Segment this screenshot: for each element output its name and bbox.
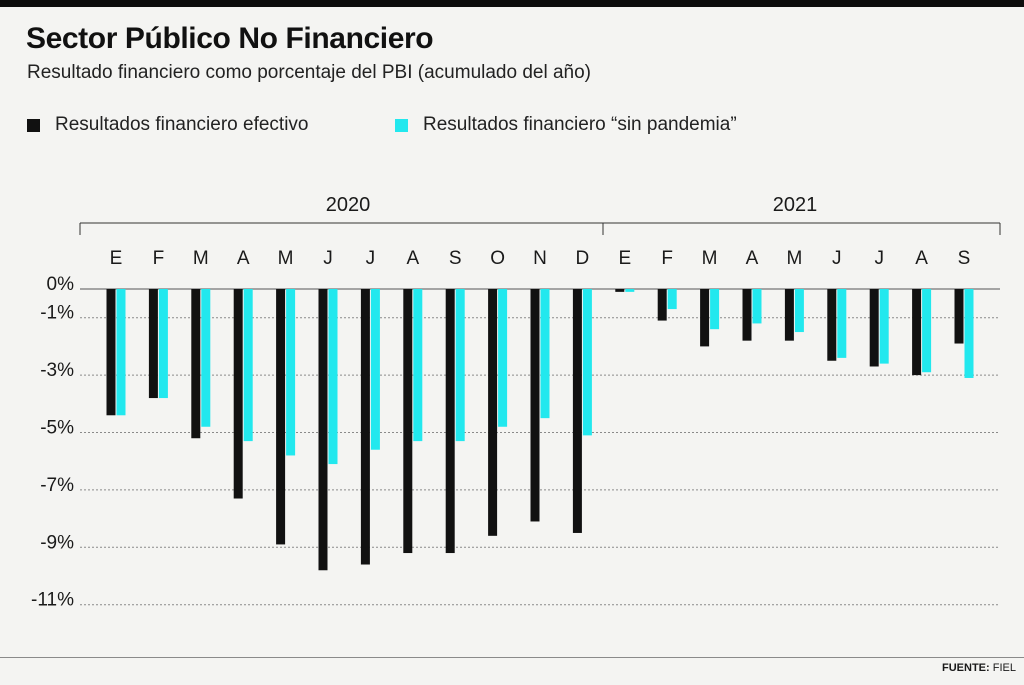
bar-sin-pandemia: [370, 289, 380, 450]
bar-sin-pandemia: [286, 289, 296, 456]
bar-sin-pandemia: [710, 289, 720, 330]
bar-efectivo: [318, 289, 328, 571]
bar-sin-pandemia: [794, 289, 804, 333]
bar-sin-pandemia: [201, 289, 211, 427]
bar-sin-pandemia: [540, 289, 550, 419]
bar-efectivo: [233, 289, 243, 499]
bar-efectivo: [148, 289, 158, 399]
bar-sin-pandemia: [964, 289, 974, 378]
x-tick-label: J: [366, 248, 376, 269]
x-tick-label: F: [661, 248, 673, 269]
x-tick-label: S: [958, 248, 971, 269]
bar-sin-pandemia: [922, 289, 932, 373]
chart-subtitle: Resultado financiero como porcentaje del…: [27, 62, 591, 83]
bar-efectivo: [106, 289, 116, 416]
bar-efectivo: [530, 289, 540, 522]
bar-efectivo: [615, 289, 625, 292]
y-tick-label: 0%: [47, 274, 75, 295]
bar-sin-pandemia: [498, 289, 508, 427]
bottom-rule: [0, 657, 1024, 658]
bar-efectivo: [869, 289, 879, 367]
y-tick-label: -9%: [40, 532, 74, 553]
x-tick-label: S: [449, 248, 462, 269]
bar-sin-pandemia: [625, 289, 635, 292]
bar-sin-pandemia: [413, 289, 423, 442]
bar-sin-pandemia: [879, 289, 889, 364]
bar-efectivo: [445, 289, 455, 554]
chart-title: Sector Público No Financiero: [26, 22, 434, 55]
x-tick-label: A: [915, 248, 928, 269]
legend-swatch-sin-pandemia: [395, 118, 408, 132]
source-label: FUENTE:: [942, 662, 990, 674]
top-rule: [0, 0, 1024, 7]
y-tick-label: -3%: [40, 360, 74, 381]
legend-label-sin-pandemia: Resultados financiero “sin pandemia”: [423, 114, 737, 135]
x-tick-label: M: [278, 248, 294, 269]
x-tick-label: D: [576, 248, 590, 269]
bar-efectivo: [360, 289, 370, 565]
bar-efectivo: [572, 289, 582, 533]
bar-efectivo: [912, 289, 922, 376]
x-tick-label: J: [874, 248, 884, 269]
x-tick-label: M: [702, 248, 718, 269]
bar-sin-pandemia: [455, 289, 465, 442]
x-tick-label: N: [533, 248, 547, 269]
bar-sin-pandemia: [243, 289, 253, 442]
legend-item-sin-pandemia: Resultados financiero “sin pandemia”: [395, 114, 737, 136]
y-tick-label: -1%: [40, 303, 74, 324]
bar-efectivo: [276, 289, 286, 545]
source-note: FUENTE: FIEL: [942, 662, 1016, 674]
legend-swatch-efectivo: [27, 118, 40, 132]
x-tick-label: A: [406, 248, 419, 269]
legend-label-efectivo: Resultados financiero efectivo: [55, 114, 309, 135]
bar-sin-pandemia: [752, 289, 762, 324]
legend-item-efectivo: Resultados financiero efectivo: [27, 114, 308, 136]
bar-efectivo: [700, 289, 710, 347]
x-tick-label: M: [786, 248, 802, 269]
year-label: 2021: [773, 194, 818, 216]
bar-efectivo: [827, 289, 837, 361]
bar-sin-pandemia: [158, 289, 168, 399]
x-tick-label: F: [153, 248, 165, 269]
year-label: 2020: [326, 194, 371, 216]
x-tick-label: A: [746, 248, 759, 269]
bar-sin-pandemia: [837, 289, 847, 358]
x-tick-label: M: [193, 248, 209, 269]
bar-sin-pandemia: [328, 289, 338, 465]
bar-efectivo: [657, 289, 667, 321]
x-tick-label: A: [237, 248, 250, 269]
x-tick-label: J: [832, 248, 842, 269]
bar-sin-pandemia: [116, 289, 126, 416]
bar-sin-pandemia: [582, 289, 592, 436]
bar-efectivo: [488, 289, 498, 536]
x-tick-label: E: [618, 248, 631, 269]
bar-efectivo: [191, 289, 201, 439]
x-tick-label: J: [323, 248, 333, 269]
bar-efectivo: [742, 289, 752, 341]
x-tick-label: O: [490, 248, 505, 269]
y-tick-label: -11%: [31, 590, 74, 611]
bar-efectivo: [954, 289, 964, 344]
y-tick-label: -5%: [40, 418, 74, 439]
x-tick-label: E: [110, 248, 123, 269]
source-value: FIEL: [992, 662, 1016, 674]
y-tick-label: -7%: [40, 475, 74, 496]
bar-efectivo: [784, 289, 794, 341]
bar-sin-pandemia: [667, 289, 677, 310]
bar-efectivo: [403, 289, 413, 554]
